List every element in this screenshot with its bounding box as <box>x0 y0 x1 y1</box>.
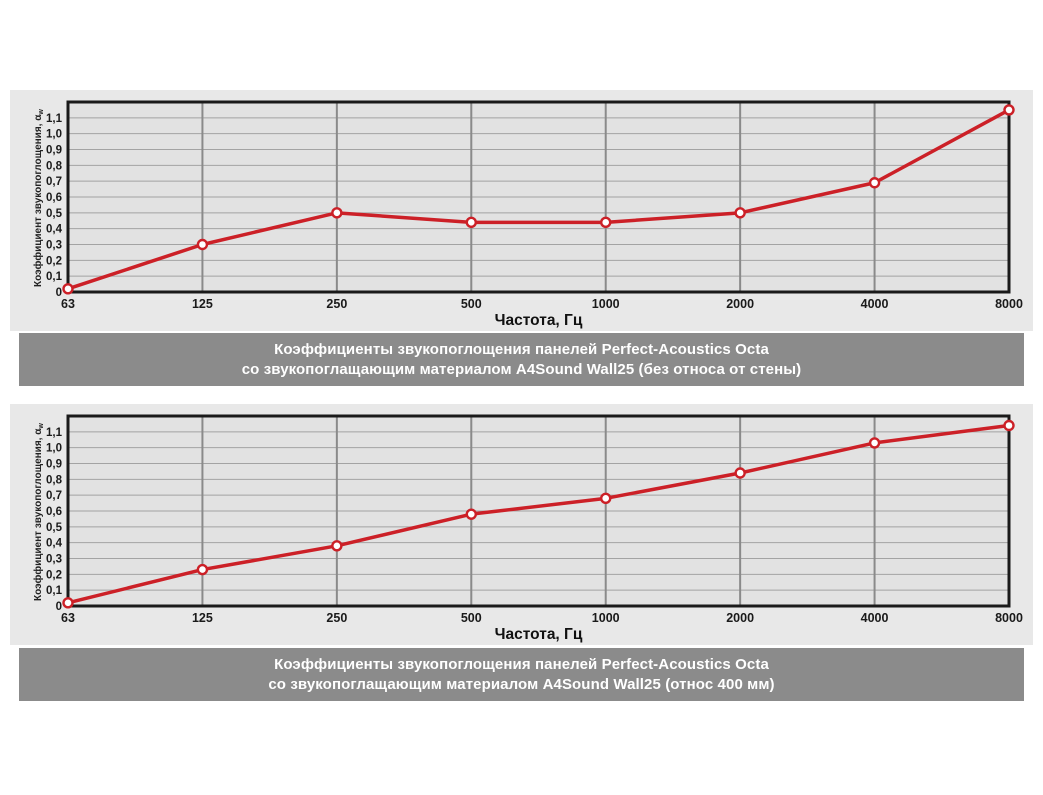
x-tick-label: 4000 <box>861 611 889 625</box>
data-line <box>67 423 1010 605</box>
data-point <box>868 177 881 189</box>
y-tick-label: 0 <box>56 287 62 299</box>
x-tick-label: 2000 <box>726 297 754 311</box>
x-tick-label: 2000 <box>726 611 754 625</box>
x-axis-title: Частота, Гц <box>495 312 583 329</box>
y-tick-label: 0,8 <box>46 160 63 172</box>
data-point <box>465 216 477 229</box>
y-tick-label: 0,8 <box>46 474 63 486</box>
x-tick-label: 500 <box>461 611 482 625</box>
caption-line-2: со звукопоглащающим материалом A4Sound W… <box>241 360 802 378</box>
y-tick-label: 0,7 <box>46 490 62 502</box>
y-tick-label: 0,5 <box>46 208 63 220</box>
data-point <box>196 563 209 576</box>
chart-panel-no-offset: Коэффициент звукопоглощения, αw 0 0,1 0,2 0… <box>10 90 1033 331</box>
data-point <box>1003 104 1015 116</box>
y-tick-label: 0,9 <box>46 459 62 471</box>
y-tick-label: 0,2 <box>46 569 62 581</box>
y-tick-label: 0,2 <box>46 255 62 267</box>
x-tick-label: 63 <box>61 611 75 625</box>
y-tick-label: 0,3 <box>46 240 62 252</box>
x-tick-label: 250 <box>326 297 347 311</box>
data-point <box>600 492 612 505</box>
y-tick-label: 0,4 <box>46 224 63 236</box>
x-tick-label: 250 <box>326 611 347 625</box>
y-axis-title: Коэффициент звукопоглощения, αw <box>32 423 45 601</box>
data-point <box>868 437 881 449</box>
y-axis-title: Коэффициент звукопоглощения, αw <box>32 109 45 287</box>
data-point <box>196 238 209 251</box>
x-axis-title: Частота, Гц <box>495 626 583 643</box>
y-tick-label: 1,1 <box>46 113 63 125</box>
data-point <box>734 467 746 479</box>
data-point <box>1003 419 1015 432</box>
plot-frame <box>66 100 1011 294</box>
y-tick-label: 0,1 <box>46 585 63 597</box>
chart-caption-no-offset: Коэффициенты звукопоглощения панелей Per… <box>19 333 1024 386</box>
x-tick-label: 500 <box>461 297 482 311</box>
plot-frame <box>66 414 1011 608</box>
y-tick-label: 0,9 <box>46 145 62 157</box>
y-tick-label: 1,0 <box>46 443 62 455</box>
absorption-chart-no-offset: Коэффициент звукопоглощения, αw 0 0,1 0,2 0… <box>32 100 1023 329</box>
y-tick-label: 0,5 <box>46 522 63 534</box>
data-line <box>67 108 1010 291</box>
x-tick-label: 63 <box>61 297 75 311</box>
y-tick-label: 0,4 <box>46 538 63 550</box>
x-tick-label: 1000 <box>592 611 620 625</box>
chart-panel-offset-400: Коэффициент звукопоглощения, αw 0 0,1 0,2 0… <box>10 404 1033 645</box>
x-tick-label: 4000 <box>861 297 889 311</box>
y-tick-label: 0,6 <box>46 506 62 518</box>
chart-caption-offset-400: Коэффициенты звукопоглощения панелей Per… <box>19 648 1024 701</box>
y-tick-label: 0 <box>56 601 62 613</box>
x-tick-label: 1000 <box>592 297 620 311</box>
y-tick-label: 0,3 <box>46 554 62 566</box>
caption-line-1: Коэффициенты звукопоглощения панелей Per… <box>274 340 769 358</box>
caption-line-1: Коэффициенты звукопоглощения панелей Per… <box>274 655 769 673</box>
x-tick-label: 8000 <box>995 297 1023 311</box>
y-tick-label: 1,0 <box>46 129 62 141</box>
x-tick-label: 8000 <box>995 611 1023 625</box>
data-point <box>600 216 612 229</box>
y-tick-label: 0,1 <box>46 271 63 283</box>
data-point <box>331 207 343 219</box>
x-tick-label: 125 <box>192 611 213 625</box>
absorption-chart-offset-400: Коэффициент звукопоглощения, αw 0 0,1 0,2 0… <box>32 414 1023 643</box>
x-tick-label: 125 <box>192 297 213 311</box>
y-tick-label: 0,7 <box>46 176 62 188</box>
y-tick-label: 0,6 <box>46 192 62 204</box>
data-point <box>62 283 74 295</box>
data-point <box>331 540 343 552</box>
data-point <box>62 597 74 609</box>
caption-line-2: со звукопоглащающим материалом A4Sound W… <box>268 675 775 693</box>
y-tick-label: 1,1 <box>46 427 63 439</box>
data-point <box>465 508 477 520</box>
data-point <box>734 207 746 219</box>
